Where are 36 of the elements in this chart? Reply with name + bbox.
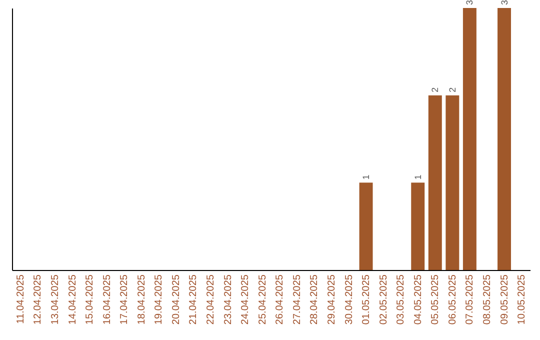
x-tick-label: 19.04.2025 [154, 274, 165, 325]
data-label: 2 [430, 87, 440, 92]
x-tick-label: 30.04.2025 [344, 274, 355, 325]
x-tick-label: 06.05.2025 [447, 274, 458, 325]
x-tick-label: 25.04.2025 [257, 274, 268, 325]
x-tick-label: 01.05.2025 [361, 274, 372, 325]
x-tick-label: 02.05.2025 [378, 274, 390, 325]
x-tick-label: 11.04.2025 [15, 274, 26, 324]
x-tick-label: 13.04.2025 [50, 274, 62, 325]
x-tick-label: 23.04.2025 [222, 274, 234, 325]
x-tick-label: 26.04.2025 [274, 274, 286, 325]
x-tick-label: 17.04.2025 [119, 274, 130, 325]
x-tick-label: 07.05.2025 [464, 274, 476, 325]
x-tick-label: 28.04.2025 [309, 274, 320, 325]
data-label: 1 [412, 174, 423, 180]
data-label: 2 [447, 87, 458, 92]
x-tick-label: 21.04.2025 [188, 274, 200, 325]
x-tick-label: 10.05.2025 [516, 274, 528, 325]
x-tick-label: 12.04.2025 [32, 274, 44, 325]
x-tick-label: 24.04.2025 [240, 274, 252, 325]
x-tick-label: 08.05.2025 [482, 274, 493, 325]
x-tick-label: 27.04.2025 [292, 274, 303, 325]
data-label: 3 [464, 0, 475, 5]
data-label: 3 [499, 0, 510, 5]
x-tick-label: 16.04.2025 [102, 274, 113, 325]
x-tick-label: 29.04.2025 [326, 274, 338, 325]
x-tick-label: 22.04.2025 [206, 274, 217, 325]
x-tick-label: 20.04.2025 [170, 274, 182, 325]
x-tick-label: 03.05.2025 [396, 274, 407, 325]
x-tick-label: 09.05.2025 [499, 274, 510, 325]
x-tick-label: 05.05.2025 [430, 274, 442, 325]
data-label: 1 [361, 174, 372, 180]
x-tick-label: 15.04.2025 [84, 274, 96, 325]
x-tick-label: 18.04.2025 [136, 274, 148, 325]
x-tick-label: 14.04.2025 [67, 274, 78, 325]
x-tick-label: 04.05.2025 [412, 274, 424, 325]
